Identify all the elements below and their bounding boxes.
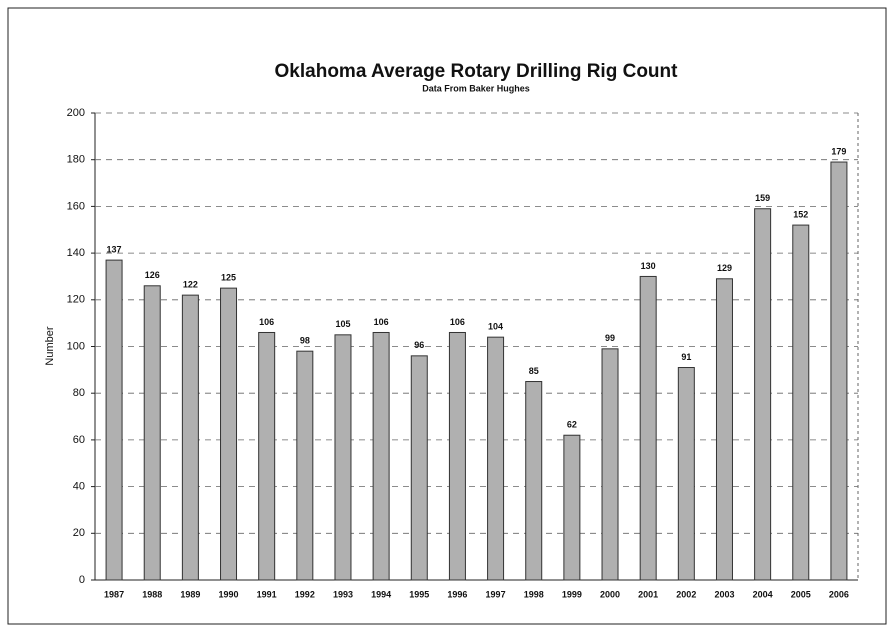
bar (296, 350, 314, 581)
y-tick-label: 200 (67, 107, 85, 119)
x-tick-label: 2002 (676, 589, 696, 599)
y-tick-label: 160 (67, 200, 85, 212)
x-tick-label: 1989 (180, 589, 200, 599)
bar (143, 285, 161, 581)
chart-title: Oklahoma Average Rotary Drilling Rig Cou… (275, 61, 679, 82)
value-label: 129 (717, 263, 732, 273)
x-tick-label: 1996 (447, 589, 467, 599)
bar (563, 434, 581, 581)
x-tick-label: 2000 (600, 589, 620, 599)
bar (487, 336, 505, 581)
value-label: 137 (107, 244, 122, 254)
bar (792, 224, 810, 581)
x-tick-label: 2004 (753, 589, 773, 599)
value-label: 159 (755, 193, 770, 203)
x-tick-label: 1997 (486, 589, 506, 599)
value-label: 85 (529, 366, 539, 376)
y-tick-label: 0 (79, 574, 85, 586)
y-tick-label: 120 (67, 294, 85, 306)
x-tick-label: 1990 (219, 589, 239, 599)
x-tick-label: 2003 (714, 589, 734, 599)
bar (258, 331, 276, 581)
bar (754, 208, 772, 581)
bar (677, 367, 695, 581)
y-tick-label: 20 (73, 527, 85, 539)
bar (220, 287, 238, 581)
bar (372, 331, 390, 581)
value-label: 179 (831, 146, 846, 156)
y-tick-label: 60 (73, 434, 85, 446)
y-tick-label: 40 (73, 481, 85, 493)
value-label: 104 (488, 322, 503, 332)
bar (448, 331, 466, 581)
x-tick-label: 1993 (333, 589, 353, 599)
y-tick-label: 140 (67, 247, 85, 259)
bar (639, 275, 657, 581)
value-label: 126 (145, 270, 160, 280)
value-label: 105 (335, 319, 350, 329)
value-label: 96 (414, 340, 424, 350)
x-tick-label: 1987 (104, 589, 124, 599)
value-label: 106 (374, 317, 389, 327)
x-tick-label: 1999 (562, 589, 582, 599)
x-tick-label: 2001 (638, 589, 658, 599)
value-label: 99 (605, 333, 615, 343)
x-tick-label: 1995 (409, 589, 429, 599)
value-label: 106 (259, 317, 274, 327)
y-axis-label: Number (44, 326, 56, 365)
y-tick-label: 180 (67, 154, 85, 166)
value-label: 152 (793, 209, 808, 219)
bar (525, 381, 543, 581)
bar (410, 355, 428, 581)
value-label: 130 (641, 261, 656, 271)
x-tick-label: 1994 (371, 589, 391, 599)
bar (105, 259, 123, 581)
value-label: 125 (221, 273, 236, 283)
x-tick-label: 1991 (257, 589, 277, 599)
bar (715, 278, 733, 581)
chart-subtitle: Data From Baker Hughes (422, 83, 530, 93)
y-tick-label: 100 (67, 340, 85, 352)
x-tick-label: 2005 (791, 589, 811, 599)
x-tick-label: 1998 (524, 589, 544, 599)
bar (181, 294, 199, 581)
x-tick-label: 1992 (295, 589, 315, 599)
value-label: 106 (450, 317, 465, 327)
bar (830, 161, 848, 581)
value-label: 91 (681, 352, 691, 362)
bar (601, 348, 619, 581)
value-label: 98 (300, 336, 310, 346)
x-tick-label: 1988 (142, 589, 162, 599)
x-tick-label: 2006 (829, 589, 849, 599)
bar (334, 334, 352, 581)
value-label: 62 (567, 420, 577, 430)
value-label: 122 (183, 280, 198, 290)
y-tick-label: 80 (73, 387, 85, 399)
